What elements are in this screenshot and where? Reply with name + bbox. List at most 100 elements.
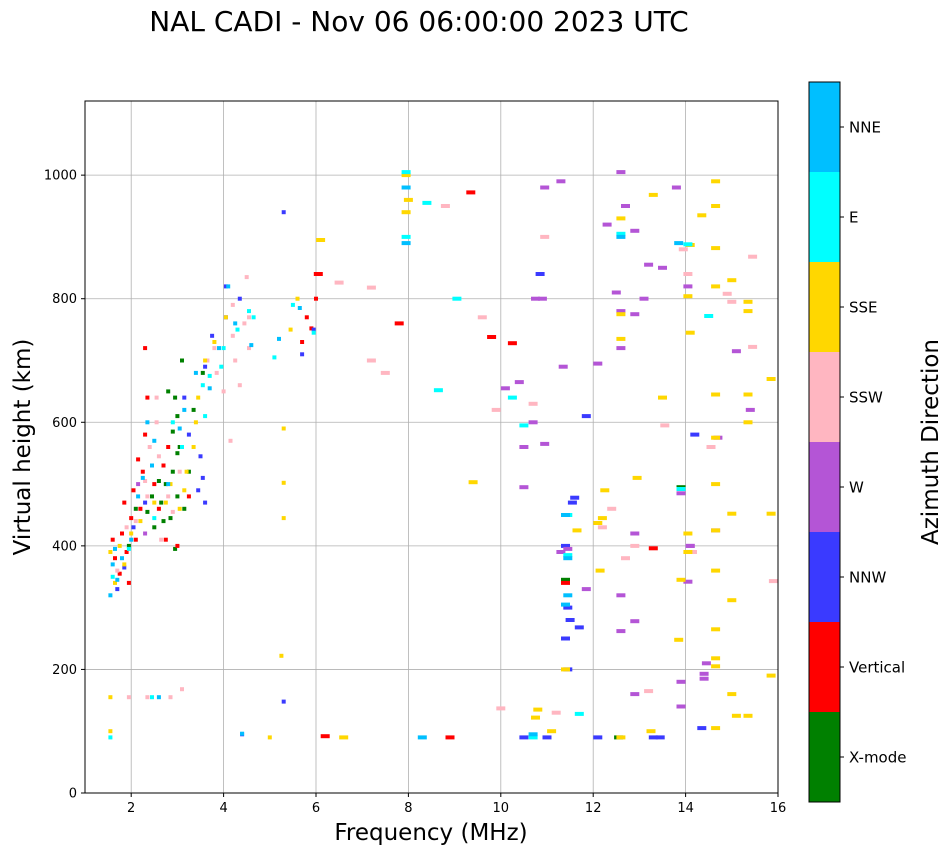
data-point (154, 420, 159, 425)
data-point (616, 336, 626, 341)
data-point (748, 254, 758, 259)
data-point (156, 479, 161, 483)
data-point (166, 389, 171, 394)
data-point (207, 386, 212, 391)
data-point (168, 516, 173, 521)
data-point (191, 407, 196, 412)
data-point (711, 528, 721, 533)
data-point (683, 579, 693, 584)
data-point (676, 491, 686, 496)
data-point (136, 482, 141, 487)
data-points (108, 170, 778, 740)
data-point (166, 445, 171, 449)
data-point (120, 556, 124, 561)
data-point (433, 388, 443, 393)
data-point (230, 333, 235, 338)
data-point (173, 395, 178, 400)
data-point (110, 574, 115, 579)
data-point (180, 687, 184, 692)
data-point (168, 695, 173, 700)
data-point (126, 546, 131, 551)
data-point (186, 494, 191, 499)
data-point (316, 238, 326, 242)
data-point (540, 185, 550, 190)
data-point (646, 729, 656, 734)
data-point (533, 707, 543, 712)
data-point (175, 451, 180, 456)
data-point (766, 511, 776, 516)
data-point (540, 441, 550, 446)
series-nnw (115, 210, 707, 740)
data-point (200, 383, 205, 388)
data-point (403, 197, 413, 202)
data-point (122, 500, 127, 505)
data-point (108, 695, 113, 700)
data-point (145, 695, 150, 700)
data-point (466, 190, 476, 195)
data-point (126, 580, 131, 585)
y-tick-label: 800 (52, 292, 77, 307)
data-point (339, 735, 349, 740)
data-point (136, 494, 141, 499)
data-point (519, 445, 529, 449)
data-point (567, 500, 577, 505)
data-point (676, 704, 686, 709)
data-point (616, 629, 626, 634)
x-tick-label: 10 (493, 801, 510, 816)
data-point (140, 469, 145, 474)
data-point (660, 423, 670, 428)
data-point (678, 247, 688, 252)
data-point (697, 726, 707, 731)
data-point (563, 605, 573, 610)
data-point (630, 543, 640, 548)
data-point (711, 179, 721, 184)
data-point (203, 358, 208, 363)
data-point (191, 445, 196, 449)
data-point (281, 426, 286, 431)
data-point (147, 445, 152, 449)
data-point (540, 234, 550, 239)
data-point (616, 735, 626, 740)
data-point (145, 509, 150, 514)
data-point (394, 321, 404, 326)
data-point (124, 525, 129, 530)
data-point (561, 667, 570, 672)
data-point (519, 423, 529, 428)
series-ssw (115, 204, 778, 715)
data-point (314, 296, 318, 301)
y-tick-label: 600 (52, 416, 77, 431)
data-point (309, 326, 314, 331)
data-point (507, 395, 517, 400)
x-tick-label: 6 (312, 801, 320, 816)
data-point (683, 531, 693, 536)
data-point (561, 543, 570, 548)
data-point (196, 395, 201, 400)
data-point (156, 454, 161, 459)
data-point (556, 179, 566, 184)
x-axis: 2 4 6 8 10 12 14 16 (127, 793, 786, 816)
data-point (300, 340, 305, 344)
data-point (156, 695, 161, 700)
colorbar-segment-e (809, 172, 840, 262)
data-point (145, 494, 150, 499)
data-point (743, 309, 753, 314)
data-point (507, 341, 517, 346)
data-point (537, 296, 547, 301)
gridlines (85, 101, 779, 794)
data-point (133, 537, 138, 542)
data-point (122, 562, 127, 567)
data-point (558, 364, 568, 369)
data-point (380, 370, 390, 375)
data-point (616, 312, 626, 317)
data-point (496, 706, 506, 711)
data-point (593, 521, 603, 525)
data-point (120, 531, 124, 536)
data-point (311, 327, 316, 332)
data-point (277, 336, 281, 341)
data-point (235, 327, 240, 332)
data-point (768, 579, 778, 584)
data-point (683, 272, 693, 276)
data-point (676, 487, 686, 491)
data-point (711, 246, 721, 251)
series-vertical (110, 190, 658, 740)
